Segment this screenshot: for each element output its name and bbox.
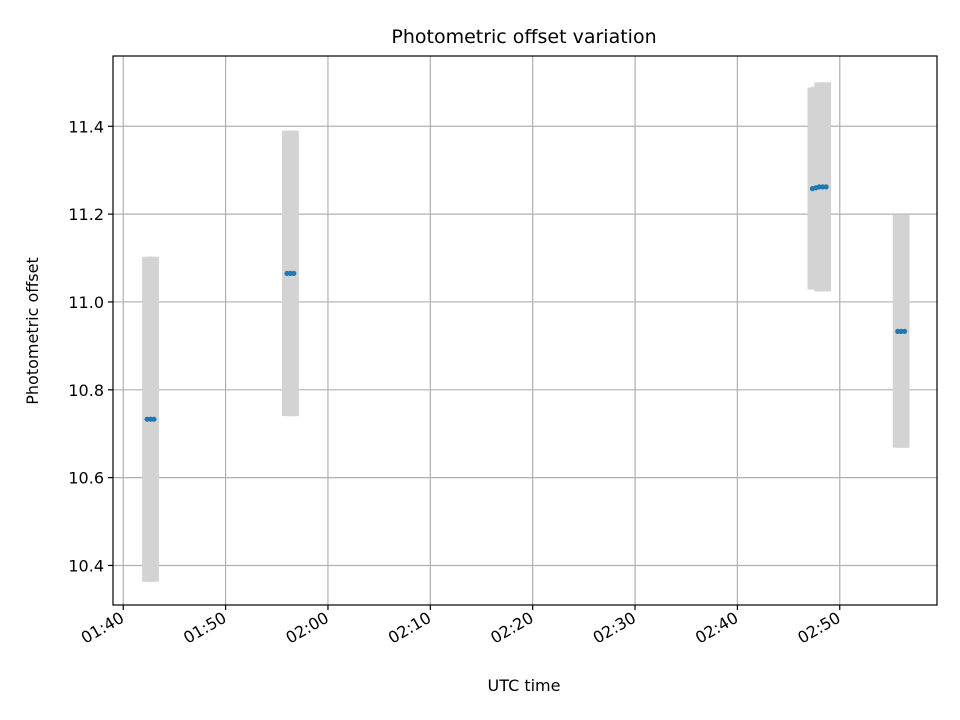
data-points [144, 184, 908, 422]
chart-title: Photometric offset variation [391, 26, 656, 48]
y-tick-label: 11.2 [68, 205, 104, 224]
y-tick-label: 11.0 [68, 293, 104, 312]
data-point [823, 184, 829, 190]
y-tick-label: 11.4 [68, 117, 104, 136]
data-point [151, 416, 157, 422]
x-axis-label: UTC time [488, 676, 561, 695]
y-tick-label: 10.4 [68, 556, 104, 575]
data-point [291, 270, 297, 277]
plot-frame [112, 55, 938, 606]
y-tick-label: 10.6 [68, 469, 104, 488]
grid [113, 56, 937, 605]
y-axis-label: Photometric offset [23, 257, 42, 405]
data-point [901, 328, 908, 334]
y-axis: 10.4 10.6 10.8 11.0 11.2 11.4 [68, 117, 113, 575]
y-tick-label: 10.8 [68, 381, 104, 400]
